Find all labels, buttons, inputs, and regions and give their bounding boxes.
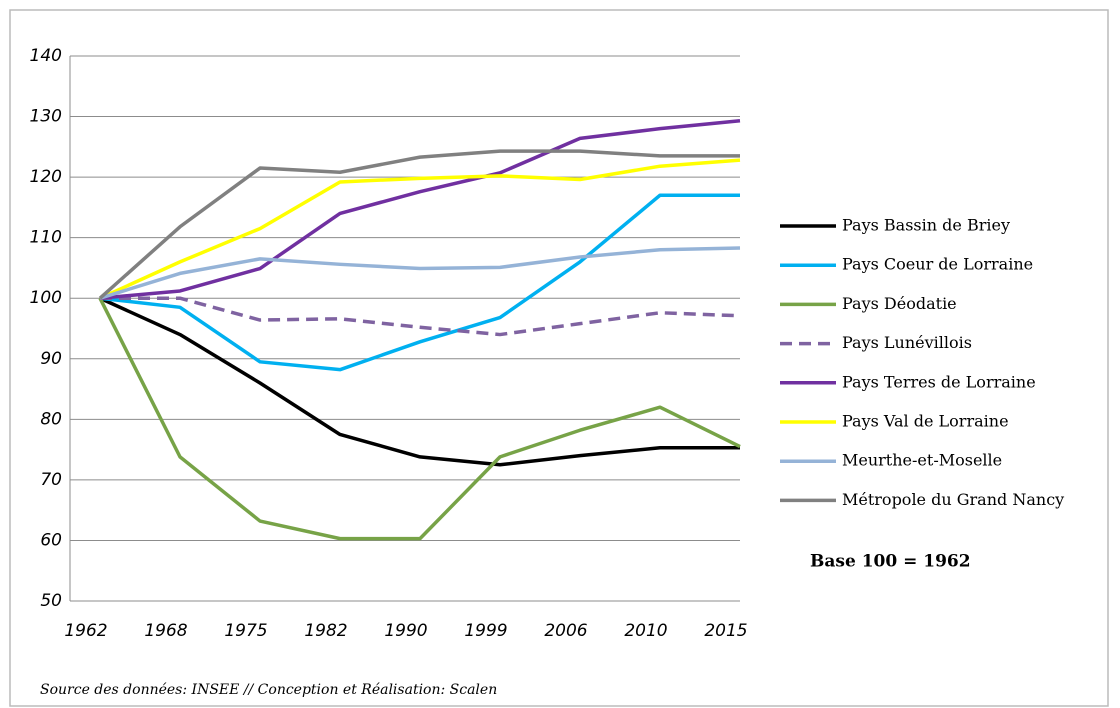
y-tick-label: 140	[30, 46, 62, 66]
x-tick-label: 1975	[224, 621, 267, 641]
legend-label: Pays Bassin de Briey	[842, 216, 1010, 235]
source-note: Source des données: INSEE // Conception …	[40, 682, 497, 698]
x-tick-label: 2006	[544, 621, 587, 641]
x-tick-label: 1968	[144, 621, 187, 641]
series-line	[99, 296, 740, 467]
series-line	[99, 193, 740, 372]
x-tick-label: 1990	[384, 621, 427, 641]
legend-label: Métropole du Grand Nancy	[842, 490, 1064, 509]
x-tick-label: 1962	[64, 621, 107, 641]
y-tick-label: 50	[40, 591, 62, 611]
y-tick-label: 70	[40, 470, 62, 490]
x-tick-label: 1999	[464, 621, 507, 641]
y-tick-label: 120	[30, 167, 62, 187]
legend-label: Pays Coeur de Lorraine	[842, 255, 1033, 274]
series-line	[98, 297, 741, 541]
y-tick-label: 60	[40, 530, 62, 550]
legend-label: Pays Terres de Lorraine	[842, 372, 1036, 391]
legend-label: Meurthe-et-Moselle	[842, 451, 1002, 470]
y-tick-label: 90	[40, 349, 62, 369]
x-tick-label: 2015	[704, 621, 747, 641]
y-tick-label: 130	[30, 107, 62, 127]
annotation: Base 100 = 1962	[810, 552, 971, 572]
x-tick-label: 2010	[624, 621, 667, 641]
legend-label: Pays Val de Lorraine	[842, 412, 1009, 431]
series-line	[99, 158, 741, 300]
y-tick-label: 80	[40, 409, 62, 429]
y-tick-label: 100	[30, 288, 62, 308]
series-line	[98, 149, 740, 300]
y-tick-label: 110	[30, 228, 62, 248]
frame	[9, 9, 1109, 707]
series-line	[100, 296, 741, 337]
series-line	[99, 246, 741, 300]
series-line	[99, 119, 741, 300]
legend-label: Pays Déodatie	[842, 294, 957, 313]
x-tick-label: 1982	[304, 621, 347, 641]
legend-label: Pays Lunévillois	[842, 333, 972, 352]
